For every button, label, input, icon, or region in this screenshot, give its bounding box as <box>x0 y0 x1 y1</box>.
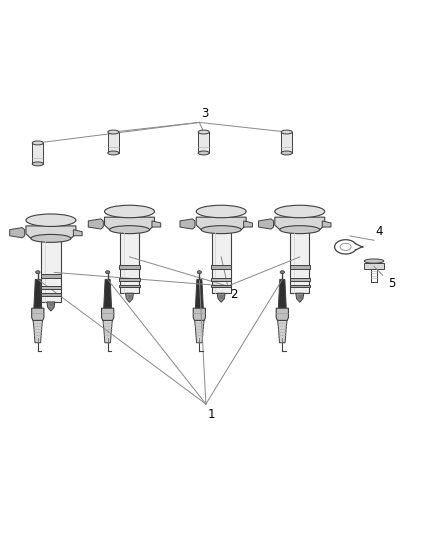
Ellipse shape <box>275 205 325 218</box>
Polygon shape <box>198 132 209 153</box>
Ellipse shape <box>31 235 71 243</box>
Polygon shape <box>74 230 82 236</box>
Ellipse shape <box>198 130 209 134</box>
Ellipse shape <box>108 151 119 155</box>
Polygon shape <box>296 293 304 302</box>
Polygon shape <box>212 230 231 293</box>
FancyBboxPatch shape <box>290 285 310 287</box>
Ellipse shape <box>32 141 43 145</box>
Polygon shape <box>10 228 25 238</box>
FancyBboxPatch shape <box>211 265 231 269</box>
Polygon shape <box>290 230 309 293</box>
Text: 3: 3 <box>201 107 209 120</box>
Ellipse shape <box>201 225 241 233</box>
Polygon shape <box>278 279 286 308</box>
Polygon shape <box>88 219 103 229</box>
FancyBboxPatch shape <box>41 274 61 278</box>
Polygon shape <box>217 293 225 302</box>
Polygon shape <box>108 132 119 153</box>
FancyBboxPatch shape <box>211 285 231 287</box>
Polygon shape <box>281 132 292 153</box>
Polygon shape <box>276 308 289 320</box>
Polygon shape <box>32 143 43 164</box>
FancyBboxPatch shape <box>290 265 310 269</box>
Ellipse shape <box>196 205 246 218</box>
FancyBboxPatch shape <box>290 278 310 280</box>
Polygon shape <box>102 308 114 320</box>
Text: 5: 5 <box>389 277 396 289</box>
FancyBboxPatch shape <box>120 265 140 269</box>
Polygon shape <box>244 221 252 227</box>
Polygon shape <box>364 263 384 269</box>
Polygon shape <box>322 221 331 227</box>
Text: 2: 2 <box>230 288 237 301</box>
Ellipse shape <box>280 271 284 273</box>
Polygon shape <box>152 221 161 227</box>
Ellipse shape <box>26 214 76 227</box>
Ellipse shape <box>198 151 209 155</box>
Polygon shape <box>275 217 325 230</box>
Ellipse shape <box>197 271 201 273</box>
Ellipse shape <box>281 130 292 134</box>
Polygon shape <box>32 308 44 320</box>
Polygon shape <box>278 320 287 343</box>
Ellipse shape <box>106 271 110 273</box>
Ellipse shape <box>280 225 320 233</box>
FancyBboxPatch shape <box>211 278 231 280</box>
Polygon shape <box>104 279 112 308</box>
Polygon shape <box>41 238 60 302</box>
Text: 1: 1 <box>208 408 215 421</box>
Ellipse shape <box>108 130 119 134</box>
Polygon shape <box>34 279 42 308</box>
Polygon shape <box>193 308 205 320</box>
Polygon shape <box>47 302 55 311</box>
Ellipse shape <box>105 205 155 218</box>
Polygon shape <box>126 293 134 302</box>
Polygon shape <box>105 217 155 230</box>
FancyBboxPatch shape <box>41 286 61 289</box>
Ellipse shape <box>32 162 43 166</box>
Polygon shape <box>103 320 112 343</box>
Polygon shape <box>194 320 204 343</box>
Ellipse shape <box>364 259 384 263</box>
Polygon shape <box>196 217 246 230</box>
Ellipse shape <box>281 151 292 155</box>
Ellipse shape <box>110 225 149 233</box>
Ellipse shape <box>35 271 40 273</box>
Polygon shape <box>180 219 195 229</box>
Polygon shape <box>258 219 274 229</box>
Polygon shape <box>120 230 139 293</box>
FancyBboxPatch shape <box>41 293 61 296</box>
Polygon shape <box>26 226 76 238</box>
Text: 4: 4 <box>375 225 383 238</box>
Polygon shape <box>195 279 203 308</box>
Polygon shape <box>33 320 42 343</box>
FancyBboxPatch shape <box>120 285 140 287</box>
FancyBboxPatch shape <box>120 278 140 280</box>
